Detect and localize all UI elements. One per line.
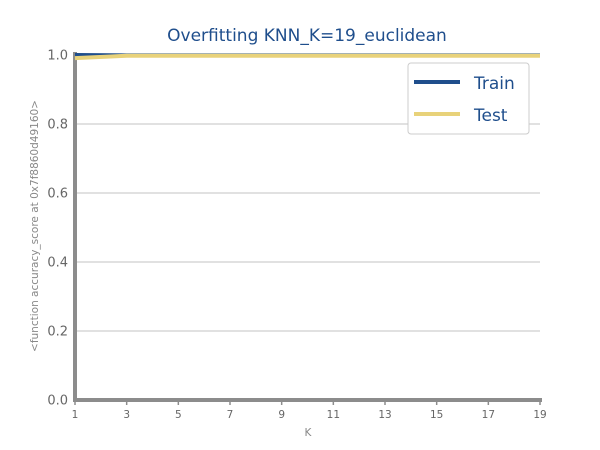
y-tick-label: 0.2 xyxy=(47,325,68,340)
x-tick-label: 13 xyxy=(378,409,391,421)
x-tick-label: 11 xyxy=(327,409,340,421)
y-tick-label: 0.0 xyxy=(47,394,68,409)
y-tick-label: 0.8 xyxy=(47,118,68,133)
x-tick-label: 7 xyxy=(227,409,234,421)
x-tick-label: 19 xyxy=(533,409,546,421)
x-axis-label: K xyxy=(305,427,313,439)
series-lines xyxy=(74,53,540,61)
legend-label-test: Test xyxy=(473,106,508,126)
y-tick-label: 0.6 xyxy=(47,187,68,202)
y-axis-label: <function accuracy_score at 0x7f8860d491… xyxy=(29,100,41,352)
chart-title: Overfitting KNN_K=19_euclidean xyxy=(167,26,447,46)
y-tick-label: 0.4 xyxy=(47,256,68,271)
x-tick-label: 1 xyxy=(72,409,79,421)
y-tick-labels: 0.0 0.2 0.4 0.6 0.8 1.0 xyxy=(47,49,68,409)
legend: Train Test xyxy=(407,62,530,135)
y-tick-label: 1.0 xyxy=(47,49,68,64)
x-tick-label: 17 xyxy=(482,409,495,421)
x-tick-label: 15 xyxy=(430,409,443,421)
x-tick-label: 5 xyxy=(175,409,182,421)
x-tick-label: 9 xyxy=(278,409,285,421)
x-tick-label: 3 xyxy=(123,409,130,421)
legend-label-train: Train xyxy=(473,74,515,94)
x-tick-labels: 1 3 5 7 9 11 13 15 17 19 xyxy=(72,401,547,421)
series-line-test xyxy=(74,53,540,61)
